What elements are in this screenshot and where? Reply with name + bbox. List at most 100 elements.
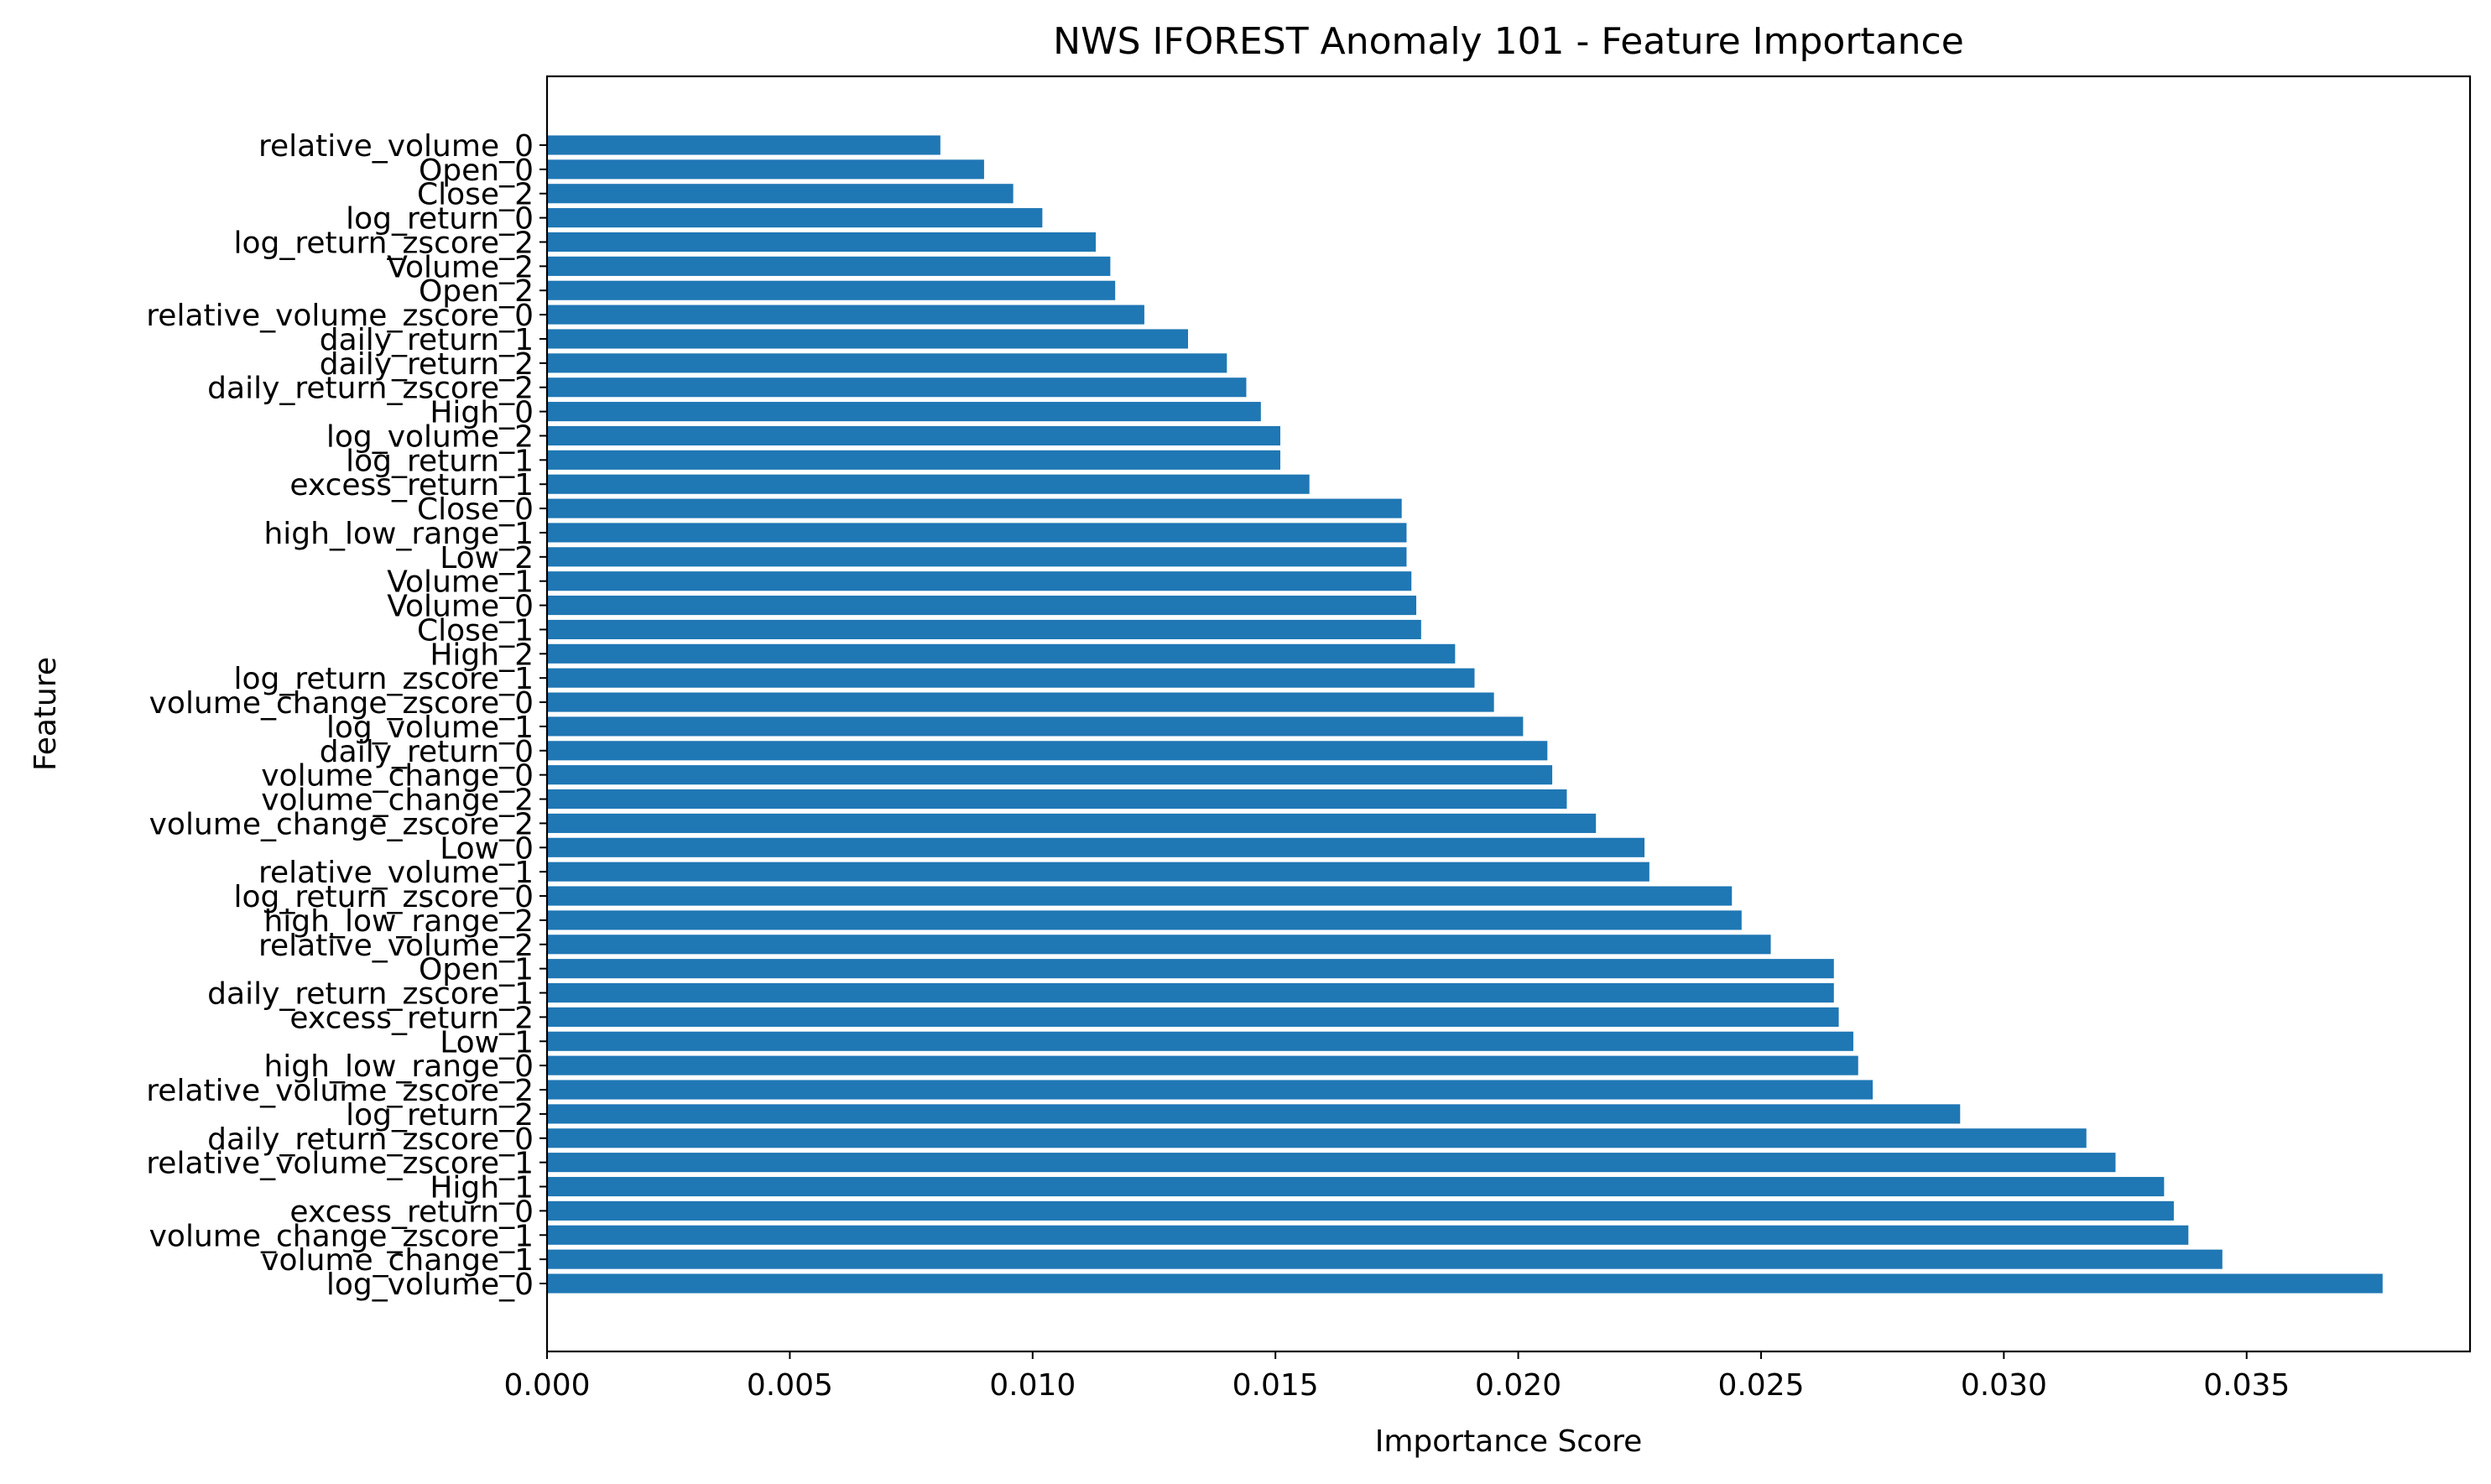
bar-Volume_2 <box>547 256 1111 276</box>
y-tick-label: High_2 <box>430 638 534 672</box>
bar-high_low_range_0 <box>547 1055 1858 1075</box>
y-tick-label: relative_volume_2 <box>258 929 534 963</box>
bar-volume_change_zscore_0 <box>547 692 1494 712</box>
y-tick-label: log_volume_2 <box>326 419 534 454</box>
y-tick-label: volume_change_1 <box>261 1243 534 1278</box>
y-tick-label: Close_0 <box>417 492 534 527</box>
y-tick-label: Close_1 <box>417 613 534 648</box>
bar-Open_1 <box>547 959 1834 979</box>
x-tick-label: 0.030 <box>1961 1368 2047 1403</box>
y-tick-label: high_low_range_1 <box>263 517 534 551</box>
bar-log_volume_2 <box>547 425 1280 446</box>
bar-volume_change_2 <box>547 789 1567 810</box>
bar-high_low_range_2 <box>547 910 1742 930</box>
bar-relative_volume_2 <box>547 935 1771 955</box>
x-tick-label: 0.000 <box>503 1368 590 1403</box>
bar-Close_2 <box>547 184 1014 204</box>
y-tick-label: log_return_zscore_2 <box>234 226 534 260</box>
y-tick-label: relative_volume_1 <box>258 856 534 890</box>
y-tick-label: volume_change_zscore_0 <box>149 686 534 721</box>
bar-volume_change_zscore_1 <box>547 1225 2189 1245</box>
bar-Open_0 <box>547 159 984 180</box>
y-tick-label: relative_volume_zscore_1 <box>146 1147 534 1181</box>
y-tick-label: daily_return_0 <box>320 735 534 769</box>
y-tick-label: Open_1 <box>419 953 534 987</box>
y-tick-label: log_return_1 <box>346 444 534 478</box>
bar-Volume_1 <box>547 571 1412 591</box>
bar-Low_1 <box>547 1031 1853 1051</box>
bar-Low_0 <box>547 837 1645 857</box>
x-tick-label: 0.035 <box>2203 1368 2290 1403</box>
bar-relative_volume_0 <box>547 135 941 155</box>
x-tick-label: 0.025 <box>1717 1368 1804 1403</box>
chart-title: NWS IFOREST Anomaly 101 - Feature Import… <box>1053 20 1964 63</box>
bar-log_return_1 <box>547 450 1280 470</box>
y-tick-label: log_return_2 <box>346 1098 534 1133</box>
y-tick-label: log_return_zscore_1 <box>234 662 534 696</box>
x-tick-label: 0.005 <box>747 1368 833 1403</box>
bar-relative_volume_zscore_0 <box>547 305 1144 325</box>
bar-High_1 <box>547 1176 2165 1197</box>
y-tick-label: Low_1 <box>440 1025 534 1060</box>
x-axis-title: Importance Score <box>1375 1424 1643 1459</box>
bar-log_return_0 <box>547 208 1043 228</box>
x-tick-label: 0.020 <box>1475 1368 1561 1403</box>
bar-excess_return_2 <box>547 1007 1839 1027</box>
y-tick-label: Low_2 <box>440 541 534 575</box>
bar-Close_1 <box>547 619 1421 639</box>
bar-daily_return_zscore_2 <box>547 378 1247 398</box>
y-tick-label: Close_2 <box>417 178 534 212</box>
y-tick-label: volume_change_zscore_2 <box>149 807 534 841</box>
y-tick-label: Volume_0 <box>387 590 534 624</box>
y-tick-label: excess_return_2 <box>289 1001 534 1035</box>
bar-volume_change_1 <box>547 1249 2223 1269</box>
y-tick-label: relative_volume_zscore_2 <box>146 1074 534 1108</box>
y-tick-label: daily_return_zscore_1 <box>207 977 534 1012</box>
bar-log_return_2 <box>547 1104 1961 1124</box>
bar-log_volume_0 <box>547 1273 2383 1294</box>
y-tick-label: Volume_1 <box>387 565 534 600</box>
bar-daily_return_zscore_1 <box>547 982 1834 1003</box>
y-axis-title: Feature <box>29 657 63 771</box>
y-tick-label: relative_volume_zscore_0 <box>146 299 534 333</box>
bar-Low_2 <box>547 547 1407 567</box>
y-tick-label: volume_change_0 <box>261 759 534 794</box>
bar-relative_volume_zscore_2 <box>547 1080 1873 1100</box>
bar-excess_return_0 <box>547 1200 2174 1221</box>
bar-daily_return_2 <box>547 353 1227 373</box>
y-tick-label: log_volume_1 <box>326 711 534 745</box>
bar-volume_change_zscore_2 <box>547 813 1597 833</box>
y-tick-label: Volume_2 <box>387 250 534 284</box>
x-tick-label: 0.015 <box>1232 1368 1319 1403</box>
bar-relative_volume_1 <box>547 862 1649 882</box>
bar-log_return_zscore_2 <box>547 232 1097 253</box>
bar-log_return_zscore_0 <box>547 886 1733 906</box>
y-tick-label: log_return_zscore_0 <box>234 880 534 914</box>
bar-high_low_range_1 <box>547 523 1407 543</box>
bar-excess_return_1 <box>547 474 1310 494</box>
y-ticks-layer: relative_volume_0Open_0Close_2log_return… <box>146 129 547 1302</box>
y-tick-label: volume_change_zscore_1 <box>149 1219 534 1253</box>
y-tick-label: excess_return_1 <box>289 468 534 502</box>
y-tick-label: volume_change_2 <box>261 784 534 818</box>
bar-relative_volume_zscore_1 <box>547 1153 2116 1173</box>
y-tick-label: Open_2 <box>419 274 534 309</box>
bar-Open_2 <box>547 280 1116 300</box>
bar-daily_return_1 <box>547 329 1188 349</box>
bar-Volume_0 <box>547 596 1417 616</box>
y-tick-label: daily_return_zscore_2 <box>207 372 534 406</box>
bar-daily_return_zscore_0 <box>547 1128 2087 1148</box>
y-tick-label: high_low_range_2 <box>263 904 534 939</box>
bar-Close_0 <box>547 498 1402 518</box>
bar-volume_change_0 <box>547 765 1553 785</box>
y-tick-label: High_1 <box>430 1171 534 1205</box>
y-tick-label: log_return_0 <box>346 202 534 237</box>
bars-layer <box>547 135 2383 1294</box>
plot-frame <box>545 75 2472 1353</box>
bar-daily_return_0 <box>547 741 1548 761</box>
x-tick-label: 0.010 <box>989 1368 1076 1403</box>
x-ticks-layer: 0.000 0.005 0.010 0.015 0.020 0.025 0.030 0.035 <box>503 1351 2290 1403</box>
y-tick-label: relative_volume_0 <box>258 129 534 164</box>
y-tick-label: daily_return_2 <box>320 347 534 382</box>
